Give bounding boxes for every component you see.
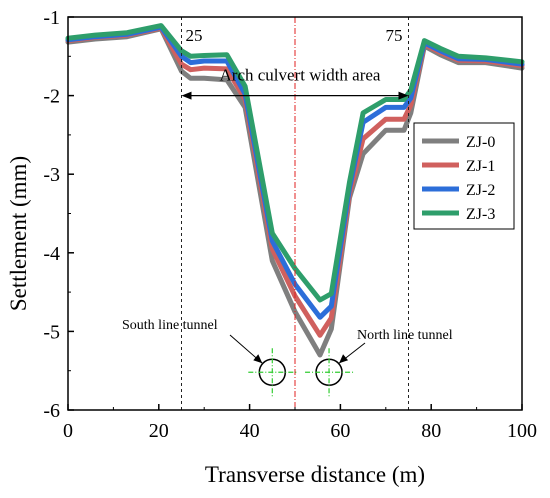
left-line-label: 25 [186, 26, 203, 45]
north-tunnel-label: North line tunnel [357, 328, 453, 343]
width-area-label: Arch culvert width area [220, 66, 381, 85]
y-axis-title: Settlement (mm) [6, 156, 31, 311]
y-tick-label--5: -5 [43, 321, 60, 343]
y-tick-label--2: -2 [43, 86, 60, 108]
width-area-arrowhead-right [398, 91, 409, 100]
y-tick-label--3: -3 [43, 164, 60, 186]
series-lines [65, 23, 525, 358]
south-tunnel-leader-head [253, 354, 263, 364]
legend-label-zj-1: ZJ-1 [466, 158, 495, 175]
y-tick-label--4: -4 [43, 243, 60, 265]
legend-label-zj-0: ZJ-0 [466, 134, 495, 151]
x-tick-label-20: 20 [149, 420, 169, 442]
north-tunnel-leader-head [339, 354, 349, 364]
legend: ZJ-0 ZJ-1 ZJ-2 ZJ-3 [413, 122, 515, 230]
axes: 0 20 40 60 80 100 -1 -2 -3 -4 -5 -6 Transverse dista… [6, 7, 537, 487]
width-area-arrowhead-left [181, 91, 192, 100]
right-line-label: 75 [386, 26, 403, 45]
x-axis-title: Transverse distance (m) [205, 462, 425, 487]
x-tick-label-80: 80 [421, 420, 441, 442]
x-tick-label-0: 0 [63, 420, 73, 442]
legend-label-zj-2: ZJ-2 [466, 182, 495, 199]
x-tick-label-100: 100 [507, 420, 537, 442]
annotations: Arch culvert width area 25 75 South line tu… [122, 26, 453, 397]
y-tick-label--6: -6 [43, 400, 60, 422]
x-tick-label-40: 40 [240, 420, 260, 442]
series-line-zj-3 [65, 23, 525, 303]
legend-label-zj-3: ZJ-3 [466, 206, 495, 223]
reference-lines [181, 17, 409, 410]
y-tick-label--1: -1 [43, 7, 60, 29]
x-tick-label-60: 60 [330, 420, 350, 442]
south-tunnel-label: South line tunnel [122, 318, 218, 333]
